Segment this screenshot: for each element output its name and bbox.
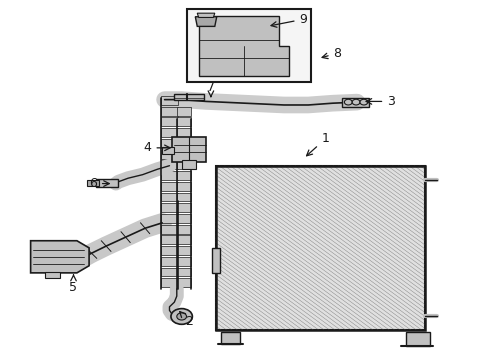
Polygon shape [161, 214, 178, 223]
Circle shape [177, 313, 187, 320]
Polygon shape [177, 278, 192, 287]
Polygon shape [161, 225, 178, 234]
Polygon shape [197, 13, 215, 18]
Circle shape [344, 99, 352, 105]
Polygon shape [161, 203, 178, 212]
Polygon shape [161, 171, 178, 180]
Polygon shape [177, 193, 192, 202]
Circle shape [352, 99, 360, 105]
Polygon shape [177, 214, 192, 223]
Polygon shape [177, 128, 192, 137]
Polygon shape [45, 272, 60, 278]
Polygon shape [177, 246, 192, 255]
Polygon shape [97, 179, 118, 187]
Circle shape [171, 309, 193, 324]
Polygon shape [177, 203, 192, 212]
Polygon shape [177, 171, 192, 180]
Text: 4: 4 [144, 141, 170, 154]
Polygon shape [177, 107, 192, 116]
Text: 6: 6 [89, 177, 109, 190]
Polygon shape [216, 166, 425, 330]
Polygon shape [161, 193, 178, 202]
Polygon shape [161, 257, 178, 266]
Polygon shape [212, 248, 220, 273]
Text: 3: 3 [366, 95, 395, 108]
Polygon shape [161, 160, 178, 169]
Polygon shape [177, 225, 192, 234]
Polygon shape [161, 96, 178, 105]
Polygon shape [161, 107, 178, 116]
Polygon shape [161, 267, 178, 276]
Polygon shape [162, 147, 174, 154]
Polygon shape [177, 267, 192, 276]
Polygon shape [161, 150, 178, 158]
Polygon shape [161, 246, 178, 255]
Polygon shape [177, 139, 192, 148]
Polygon shape [199, 16, 289, 76]
Polygon shape [161, 235, 178, 244]
Polygon shape [161, 182, 178, 191]
Polygon shape [174, 94, 203, 100]
Polygon shape [406, 332, 430, 346]
Polygon shape [182, 160, 196, 169]
Polygon shape [196, 17, 217, 26]
Polygon shape [161, 278, 178, 287]
Polygon shape [220, 332, 240, 344]
Polygon shape [30, 241, 89, 273]
Text: 9: 9 [271, 13, 307, 27]
Polygon shape [177, 182, 192, 191]
Polygon shape [177, 235, 192, 244]
Polygon shape [177, 160, 192, 169]
Text: 5: 5 [70, 275, 77, 294]
Polygon shape [177, 117, 192, 126]
Polygon shape [87, 180, 99, 186]
Polygon shape [161, 128, 178, 137]
Polygon shape [161, 139, 178, 148]
Text: 1: 1 [307, 132, 329, 156]
Polygon shape [161, 117, 178, 126]
Polygon shape [172, 137, 206, 162]
Text: 2: 2 [180, 311, 193, 328]
Text: 7: 7 [207, 81, 215, 97]
Polygon shape [187, 9, 311, 82]
Polygon shape [177, 150, 192, 158]
Text: 8: 8 [322, 47, 342, 60]
Polygon shape [343, 98, 369, 107]
Polygon shape [177, 257, 192, 266]
Circle shape [360, 99, 368, 105]
